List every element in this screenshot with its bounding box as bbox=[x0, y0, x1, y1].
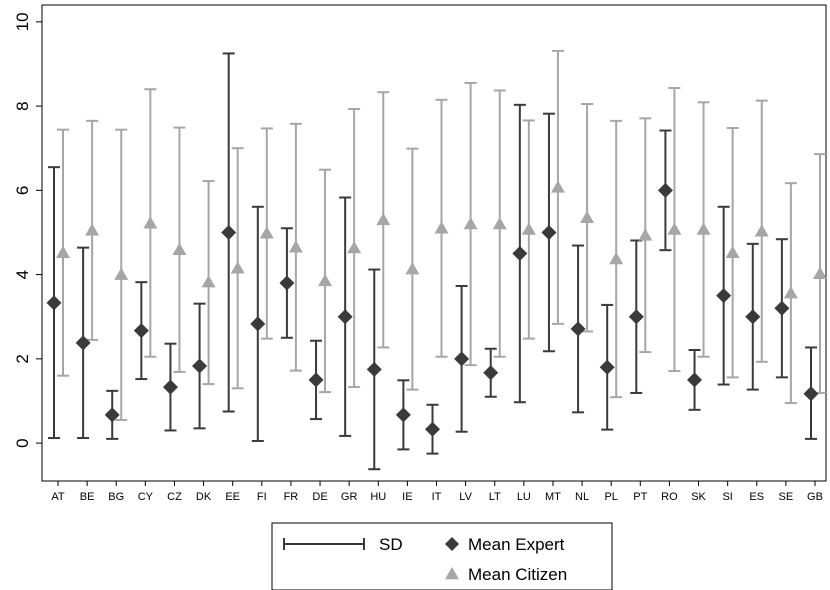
expert-mean-point bbox=[570, 321, 586, 337]
expert-mean-point bbox=[104, 407, 120, 423]
expert-mean-point bbox=[337, 309, 353, 325]
legend-label-mean-expert: Mean Expert bbox=[468, 535, 565, 554]
citizen-mean-point bbox=[667, 222, 682, 235]
expert-mean-point bbox=[687, 372, 703, 388]
expert-mean-point bbox=[425, 421, 440, 437]
legend-label-sd: SD bbox=[379, 535, 403, 554]
citizen-mean-point bbox=[114, 267, 129, 280]
citizen-mean-point bbox=[405, 262, 420, 275]
x-tick-label: GR bbox=[341, 491, 358, 503]
citizen-mean-point bbox=[813, 266, 827, 280]
y-tick-label: 2 bbox=[13, 354, 32, 363]
x-tick-label: BE bbox=[80, 491, 95, 503]
x-tick-label: RO bbox=[661, 491, 678, 503]
x-tick-label: LU bbox=[517, 491, 531, 503]
x-tick-label: MT bbox=[545, 491, 561, 503]
expert-mean-point bbox=[250, 316, 266, 332]
expert-mean-point bbox=[162, 379, 178, 395]
x-tick-label: HU bbox=[370, 491, 386, 503]
expert-mean-point bbox=[454, 351, 470, 367]
x-tick-label: LT bbox=[489, 491, 501, 503]
expert-mean-point bbox=[599, 359, 615, 375]
expert-mean-point bbox=[774, 300, 790, 316]
x-tick-label: FI bbox=[257, 491, 267, 503]
x-tick-label: IE bbox=[402, 491, 412, 503]
x-tick-label: SK bbox=[691, 491, 706, 503]
x-tick-label: BG bbox=[108, 491, 124, 503]
citizen-mean-point bbox=[143, 216, 158, 229]
citizen-mean-point bbox=[434, 221, 449, 234]
expert-mean-point bbox=[366, 361, 382, 377]
expert-mean-point bbox=[395, 407, 411, 423]
citizen-mean-point bbox=[318, 273, 333, 287]
expert-mean-point bbox=[628, 309, 644, 325]
expert-mean-point bbox=[541, 224, 557, 240]
x-tick-label: DK bbox=[196, 491, 212, 503]
citizen-mean-point bbox=[783, 286, 798, 299]
citizen-mean-point bbox=[754, 224, 769, 237]
x-tick-label: CY bbox=[138, 491, 154, 503]
x-tick-label: NL bbox=[575, 491, 589, 503]
legend-box bbox=[271, 522, 613, 590]
x-tick-label: PT bbox=[633, 491, 647, 503]
citizen-mean-point bbox=[201, 275, 216, 288]
expert-mean-point bbox=[221, 224, 237, 240]
x-tick-label: GB bbox=[807, 491, 823, 503]
expert-mean-point bbox=[483, 365, 499, 381]
expert-mean-point bbox=[657, 182, 673, 198]
citizen-mean-point bbox=[725, 245, 740, 258]
citizen-mean-point bbox=[638, 228, 653, 241]
y-tick-label: 8 bbox=[13, 101, 32, 110]
x-tick-label: SE bbox=[779, 491, 794, 503]
x-tick-label: AT bbox=[51, 491, 65, 503]
y-tick-label: 10 bbox=[13, 12, 32, 31]
plot-area bbox=[41, 4, 827, 482]
citizen-mean-point bbox=[609, 252, 624, 265]
legend-label-mean-citizen: Mean Citizen bbox=[468, 565, 567, 584]
expert-mean-point bbox=[716, 288, 732, 304]
expert-mean-point bbox=[133, 323, 149, 339]
x-axis: AT BE BG CY CZ DK EE FI FR DE GR HU IE IT LV LT LU MT NL PL… bbox=[51, 481, 823, 503]
expert-mean-point bbox=[803, 386, 819, 402]
citizen-mean-point bbox=[696, 222, 711, 235]
citizen-mean-point bbox=[172, 242, 187, 255]
citizen-mean-point bbox=[56, 245, 70, 258]
x-tick-label: DE bbox=[312, 491, 327, 503]
citizen-mean-point bbox=[580, 210, 595, 223]
citizen-mean-point bbox=[259, 226, 274, 239]
citizen-mean-point bbox=[550, 180, 565, 193]
expert-mean-point bbox=[308, 372, 324, 388]
citizen-mean-point bbox=[376, 212, 391, 226]
expert-mean-point bbox=[512, 246, 528, 262]
y-axis: 0 2 4 6 8 10 bbox=[13, 12, 42, 448]
x-tick-label: CZ bbox=[167, 491, 182, 503]
legend: SD Mean Expert Mean Citizen bbox=[271, 522, 613, 590]
expert-mean-point bbox=[46, 295, 62, 311]
expert-mean-point bbox=[75, 335, 91, 351]
citizen-mean-point bbox=[492, 217, 507, 230]
chart-marks bbox=[46, 49, 827, 471]
citizen-mean-point bbox=[521, 222, 536, 235]
y-tick-label: 4 bbox=[13, 270, 32, 279]
x-tick-label: LV bbox=[459, 491, 472, 503]
expert-mean-point bbox=[279, 275, 295, 291]
expert-mean-point bbox=[745, 309, 761, 325]
citizen-mean-point bbox=[347, 241, 362, 254]
citizen-mean-point bbox=[230, 261, 245, 274]
legend-diamond-symbol bbox=[445, 537, 459, 551]
legend-triangle-symbol bbox=[445, 567, 459, 580]
x-tick-label: FR bbox=[284, 491, 299, 503]
x-tick-label: SI bbox=[722, 491, 732, 503]
x-tick-label: ES bbox=[749, 491, 764, 503]
y-tick-label: 0 bbox=[13, 438, 32, 447]
expert-mean-point bbox=[192, 358, 208, 374]
citizen-mean-point bbox=[288, 240, 303, 253]
citizen-mean-point bbox=[463, 217, 478, 230]
x-tick-label: IT bbox=[432, 491, 442, 503]
x-tick-label: PL bbox=[604, 491, 617, 503]
x-tick-label: EE bbox=[225, 491, 240, 503]
citizen-mean-point bbox=[85, 223, 100, 236]
y-tick-label: 6 bbox=[13, 186, 32, 195]
